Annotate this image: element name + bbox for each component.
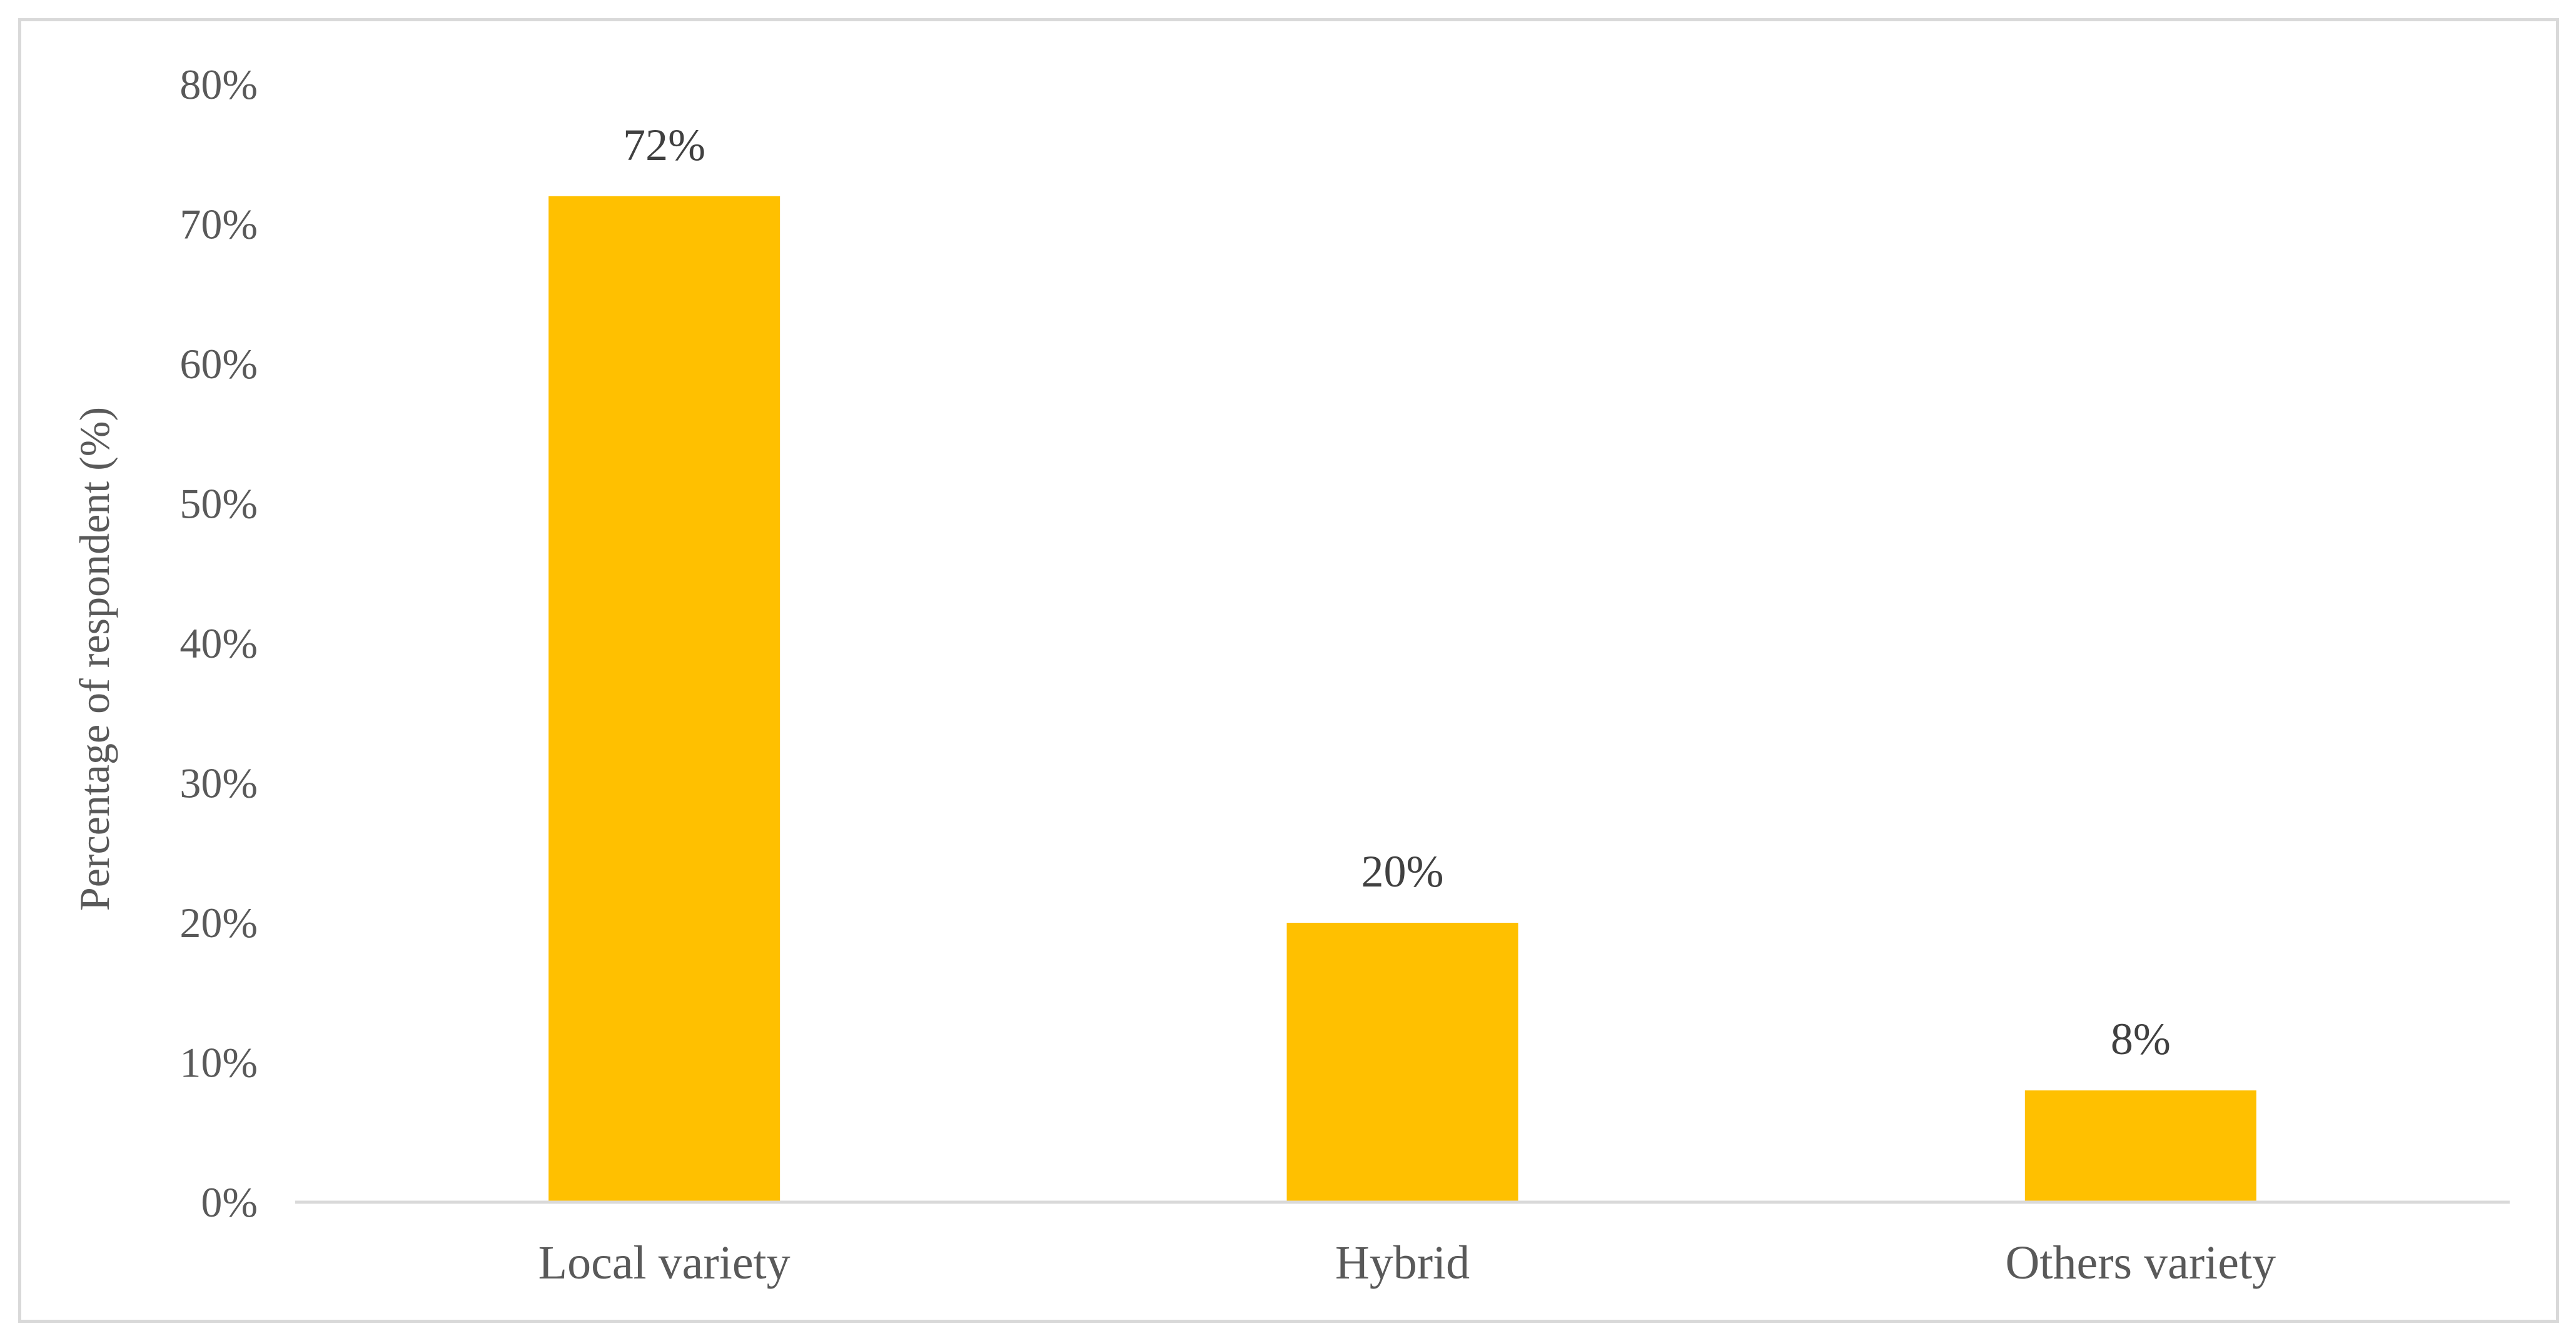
bar (2024, 1090, 2256, 1202)
y-tick-label: 80% (179, 61, 258, 108)
x-category-label: Others variety (2006, 1237, 2276, 1289)
x-axis-category-labels: Local variety Hybrid Others variety (538, 1237, 2276, 1289)
y-tick-label: 10% (179, 1039, 258, 1087)
bars (548, 196, 2256, 1202)
bar-value-label: 72% (623, 120, 705, 170)
y-tick-label: 50% (179, 480, 258, 528)
chart-frame: 0% 10% 20% 30% 40% 50% 60% 70% 80% 72% 20% 8% Loca… (18, 18, 2559, 1323)
data-labels: 72% 20% 8% (623, 120, 2171, 1064)
bar (548, 196, 780, 1202)
bar-value-label: 8% (2111, 1014, 2171, 1064)
y-tick-label: 60% (179, 340, 258, 388)
y-tick-label: 70% (179, 201, 258, 248)
y-tick-label: 0% (201, 1178, 258, 1226)
bar (1286, 923, 1518, 1202)
x-category-label: Hybrid (1335, 1237, 1470, 1289)
bar-value-label: 20% (1361, 846, 1444, 897)
y-tick-label: 40% (179, 620, 258, 667)
y-axis-ticks: 0% 10% 20% 30% 40% 50% 60% 70% 80% (179, 61, 258, 1226)
y-axis-title: Percentage of respondent (%) (71, 407, 118, 911)
y-tick-label: 30% (179, 760, 258, 807)
bar-chart: 0% 10% 20% 30% 40% 50% 60% 70% 80% 72% 20% 8% Loca… (71, 61, 2510, 1289)
x-category-label: Local variety (538, 1237, 790, 1289)
y-tick-label: 20% (179, 899, 258, 947)
